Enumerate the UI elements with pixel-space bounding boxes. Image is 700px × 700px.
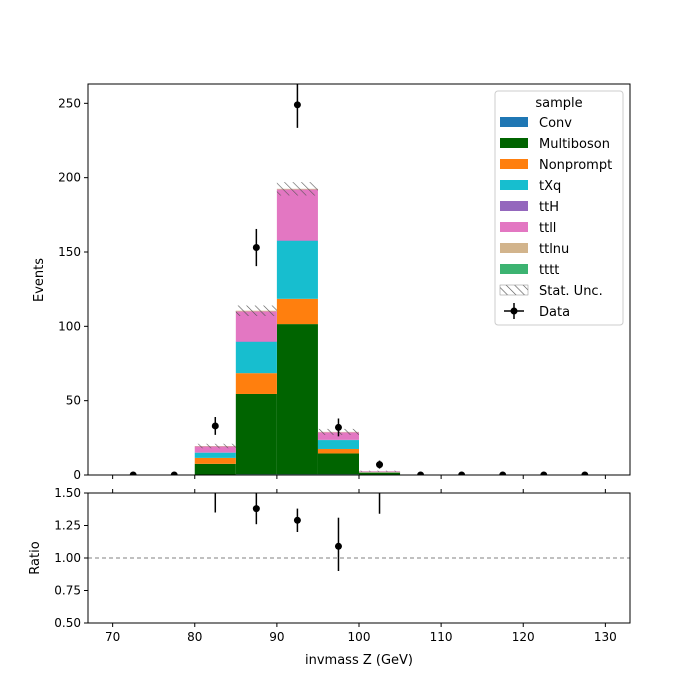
bar-tth-bin-4 xyxy=(276,240,318,241)
x-axis-label: invmass Z (GeV) xyxy=(305,653,413,668)
ratio-y-tick-label: 1.00 xyxy=(54,551,81,565)
ratio-point-3 xyxy=(334,542,342,550)
bar-multiboson-bin-4 xyxy=(276,324,318,475)
ratio-x-tick-label: 80 xyxy=(187,630,202,644)
data-point-6 xyxy=(376,461,384,469)
ratio-panel: 70 80 90 100 110 120 130 0.50 0.75 1.00 1.25 1.50 xyxy=(54,399,631,644)
data-point-3 xyxy=(252,244,260,252)
ratio-x-tick-label: 90 xyxy=(269,630,284,644)
main-y-tick-label: 0 xyxy=(73,468,81,482)
data-point-0 xyxy=(129,471,137,475)
stat-unc-band-bin-6 xyxy=(359,470,401,472)
legend-label-txq: tXq xyxy=(539,179,561,194)
legend-swatch-conv xyxy=(500,117,528,127)
data-point-4 xyxy=(293,101,301,109)
ratio-x-tick-label: 130 xyxy=(594,630,617,644)
ratio-y-tick-label: 1.50 xyxy=(54,486,81,500)
data-point-5 xyxy=(334,423,342,431)
data-point-9 xyxy=(499,471,507,475)
legend-swatch-ttlnu xyxy=(500,243,528,253)
ratio-point-4 xyxy=(376,399,383,406)
bar-multiboson-bin-6 xyxy=(359,472,401,475)
ratio-axes-frame xyxy=(87,492,631,624)
stat-unc-band-bin-4 xyxy=(276,182,318,196)
ratio-y-tick-label: 1.25 xyxy=(54,519,81,533)
main-y-tick-label: 150 xyxy=(58,245,81,259)
main-y-tick-label: 200 xyxy=(58,171,81,185)
legend-label-conv: Conv xyxy=(539,116,572,131)
main-panel: 0 50 100 150 200 250 xyxy=(58,83,631,482)
legend-label-nonprompt: Nonprompt xyxy=(539,158,612,173)
data-point-11 xyxy=(581,471,589,475)
main-y-tick-label: 100 xyxy=(58,319,81,333)
legend-data-marker xyxy=(510,307,518,315)
legend: sample Conv Multiboson Nonprompt tXq ttH ttll… xyxy=(494,90,624,326)
legend-label-data: Data xyxy=(539,305,570,320)
bar-nonprompt-bin-3 xyxy=(235,373,277,394)
ratio-x-tick-label: 110 xyxy=(430,630,453,644)
main-y-tick-label: 250 xyxy=(58,96,81,110)
ratio-y-tick-label: 0.75 xyxy=(54,584,81,598)
legend-swatch-ttll xyxy=(500,222,528,232)
main-plot-area xyxy=(129,84,589,475)
bar-txq-bin-4 xyxy=(276,240,318,299)
ratio-x-tick-label: 70 xyxy=(105,630,120,644)
legend-swatch-tth xyxy=(500,201,528,211)
data-point-7 xyxy=(417,471,425,475)
legend-label-tth: ttH xyxy=(539,200,559,215)
bar-nonprompt-bin-4 xyxy=(276,298,318,325)
data-point-2 xyxy=(211,422,219,430)
ratio-plot-area xyxy=(88,399,630,571)
data-point-10 xyxy=(540,471,548,475)
legend-label-tttt: tttt xyxy=(539,263,559,278)
bar-txq-bin-5 xyxy=(317,440,359,449)
ratio-y-tick-label: 0.50 xyxy=(54,616,81,630)
stat-unc-band-bin-2 xyxy=(194,443,236,449)
legend-title: sample xyxy=(535,96,582,111)
ratio-y-axis-label: Ratio xyxy=(28,541,43,574)
bar-txq-bin-2 xyxy=(194,452,236,458)
legend-swatch-multiboson xyxy=(500,138,528,148)
ratio-point-2 xyxy=(293,516,301,524)
ratio-x-tick-label: 100 xyxy=(348,630,371,644)
bar-nonprompt-bin-2 xyxy=(194,457,236,464)
bar-multiboson-bin-3 xyxy=(235,393,277,475)
ratio-x-tick-label: 120 xyxy=(512,630,535,644)
legend-label-multiboson: Multiboson xyxy=(539,137,610,152)
bar-txq-bin-3 xyxy=(235,341,277,374)
bar-ttll-bin-3 xyxy=(235,311,277,342)
ratio-point-0 xyxy=(212,477,219,484)
legend-swatch-txq xyxy=(500,180,528,190)
bar-ttll-bin-4 xyxy=(276,189,318,241)
bar-ttll-bin-2 xyxy=(194,446,236,453)
legend-swatch-stat-unc xyxy=(499,284,529,296)
main-y-axis-label: Events xyxy=(32,258,47,302)
bar-multiboson-bin-5 xyxy=(317,453,359,475)
legend-label-stat-unc: Stat. Unc. xyxy=(539,284,603,299)
bar-nonprompt-bin-5 xyxy=(317,448,359,454)
stat-unc-band-bin-3 xyxy=(235,305,277,316)
legend-swatch-tttt xyxy=(500,264,528,274)
data-point-8 xyxy=(458,471,466,475)
data-point-1 xyxy=(170,471,178,475)
legend-label-ttlnu: ttlnu xyxy=(539,242,569,257)
main-y-tick-label: 50 xyxy=(66,394,81,408)
legend-label-ttll: ttll xyxy=(539,221,556,236)
bar-multiboson-bin-2 xyxy=(194,463,236,475)
bar-tth-bin-3 xyxy=(235,341,277,342)
ratio-point-1 xyxy=(252,505,260,513)
legend-swatch-nonprompt xyxy=(500,159,528,169)
